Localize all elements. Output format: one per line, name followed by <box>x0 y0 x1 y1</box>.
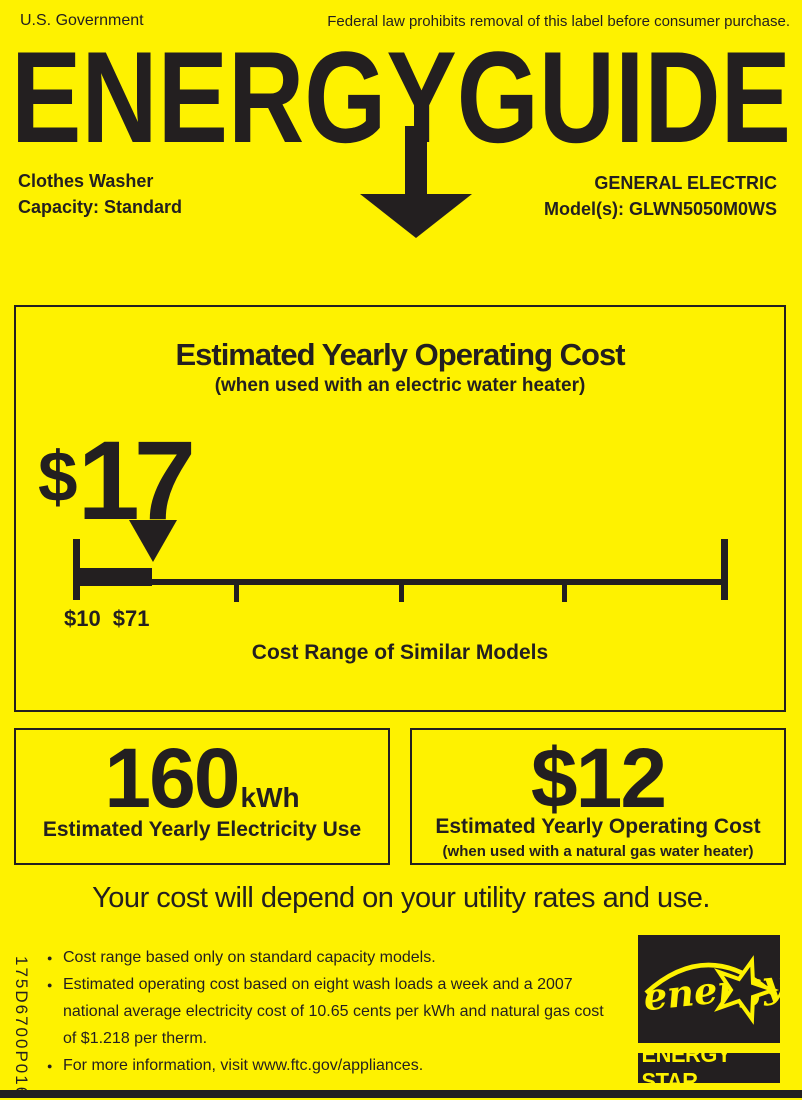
appliance-info: Clothes Washer Capacity: Standard <box>18 168 182 220</box>
label-part-number: 175D6700P016 <box>12 956 31 1099</box>
model-numbers: Model(s): GLWN5050M0WS <box>543 199 777 219</box>
scale-caption: Cost Range of Similar Models <box>251 641 549 664</box>
scale-tick-1 <box>234 579 239 602</box>
energy-star-mark: energy <box>638 935 789 1043</box>
appliance-type: Clothes Washer <box>18 171 154 191</box>
footnote-item: Cost range based only on standard capaci… <box>47 944 612 972</box>
energy-star-wordmark-bar: ENERGY STAR <box>638 1041 780 1094</box>
footnote-item: For more information, visit www.ftc.gov/… <box>47 1052 612 1080</box>
appliance-capacity: Capacity: Standard <box>18 197 183 217</box>
scale-right-end-bar <box>721 539 728 600</box>
energyguide-logo-svg: ENERGYGUIDE <box>11 24 791 238</box>
cost-amount: 17 <box>77 418 197 543</box>
cost-marker-arrow-icon <box>129 520 177 562</box>
scale-min-label: $10 <box>64 606 101 631</box>
gas-cost-value: $12 <box>530 731 667 825</box>
us-government-text: U.S. Government <box>20 12 144 29</box>
scale-fill-bar <box>75 568 152 586</box>
operating-cost-title: Estimated Yearly Operating Cost <box>175 337 625 372</box>
electricity-caption: Estimated Yearly Electricity Use <box>42 818 362 841</box>
bottom-divider-bar <box>0 1090 802 1098</box>
energyguide-logotype: ENERGYGUIDE <box>15 48 787 170</box>
scale-tick-3 <box>562 579 567 602</box>
utility-rates-note: Your cost will depend on your utility ra… <box>92 882 710 914</box>
cost-range-scale <box>73 520 728 602</box>
scale-range-labels: $10 $71 <box>64 606 161 632</box>
gas-value-row: $12 <box>412 736 784 820</box>
gas-cost-caption: Estimated Yearly Operating Cost <box>435 815 761 838</box>
energy-star-wordmark: ENERGY STAR <box>641 1041 732 1094</box>
electricity-value-row: 160 kWh <box>16 736 388 820</box>
manufacturer-name: GENERAL ELECTRIC <box>594 173 777 193</box>
electricity-unit: kWh <box>240 782 300 813</box>
gas-cost-box: $12 Estimated Yearly Operating Cost (whe… <box>410 728 786 865</box>
down-arrow-stem <box>405 126 427 196</box>
energy-star-logo: energy ENERGY STAR <box>638 935 789 1094</box>
operating-cost-box: Estimated Yearly Operating Cost (when us… <box>14 305 786 712</box>
scale-max-label: $71 <box>112 606 150 631</box>
electricity-value: 160 <box>104 731 240 825</box>
footnotes-list: Cost range based only on standard capaci… <box>47 944 612 1080</box>
federal-notice-text: Federal law prohibits removal of this la… <box>327 13 790 30</box>
star-icon <box>714 955 780 1025</box>
energyguide-logo: ENERGYGUIDE <box>11 24 791 238</box>
operating-cost-subtitle: (when used with an electric water heater… <box>214 375 586 396</box>
manufacturer-info: GENERAL ELECTRIC Model(s): GLWN5050M0WS <box>544 170 777 222</box>
down-arrow-head-icon <box>360 194 472 238</box>
scale-tick-2 <box>399 579 404 602</box>
electricity-use-box: 160 kWh Estimated Yearly Electricity Use <box>14 728 390 865</box>
energy-star-arc <box>644 962 774 995</box>
estimated-cost-value: $ 17 <box>38 418 197 543</box>
gas-cost-subcaption: (when used with a natural gas water heat… <box>442 843 754 860</box>
footnote-item: Estimated operating cost based on eight … <box>47 971 612 1052</box>
currency-symbol: $ <box>38 438 78 517</box>
